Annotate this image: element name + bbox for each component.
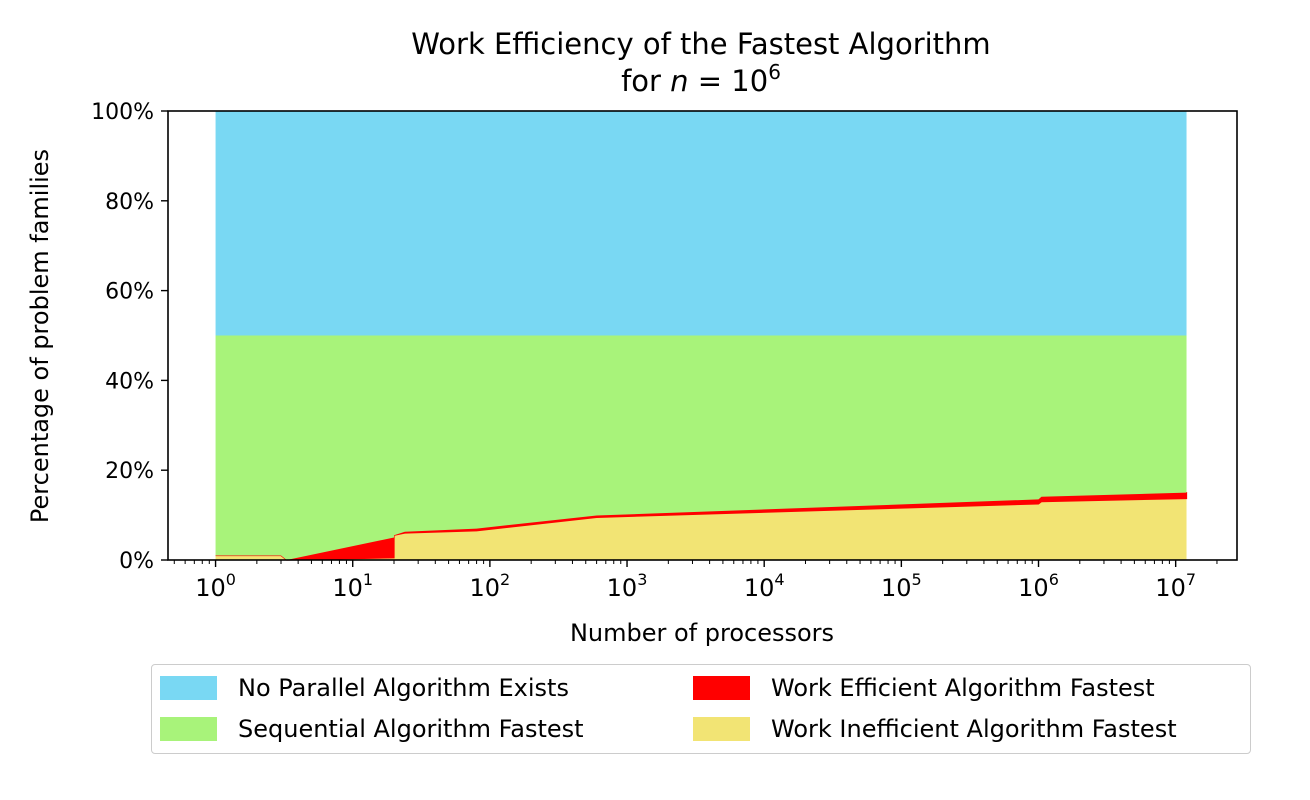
plot-areas [215, 111, 1188, 561]
area-sequential-algorithm-fastest [215, 335, 1187, 560]
x-tick-label: 106 [1018, 570, 1059, 602]
area-work-inefficient-algorithm-fastest [215, 498, 1187, 560]
y-axis-label: Percentage of problem families [26, 149, 54, 523]
x-tick-label: 101 [332, 570, 373, 602]
y-tick-label: 0% [119, 549, 154, 574]
legend-swatch-sequential [160, 717, 217, 741]
title-eq: = 10 [689, 64, 769, 98]
legend-item-sequential: Sequential Algorithm Fastest [160, 715, 584, 743]
legend-label: Work Efficient Algorithm Fastest [771, 674, 1155, 702]
title-var: n [670, 64, 688, 98]
x-tick-label: 102 [470, 570, 511, 602]
title-prefix: for [621, 64, 670, 98]
legend-label: Work Inefficient Algorithm Fastest [771, 715, 1177, 743]
legend-swatch-work-inefficient [693, 717, 750, 741]
y-tick-label: 40% [105, 369, 154, 394]
legend-label: Sequential Algorithm Fastest [238, 715, 584, 743]
x-tick-label: 104 [744, 570, 785, 602]
chart-title: Work Efficiency of the Fastest Algorithm… [411, 27, 990, 98]
legend-label: No Parallel Algorithm Exists [238, 674, 569, 702]
area-no-parallel-algorithm-exists [215, 111, 1187, 336]
legend-item-work-efficient: Work Efficient Algorithm Fastest [693, 674, 1155, 702]
y-tick-label: 80% [105, 190, 154, 215]
x-tick-label: 103 [607, 570, 648, 602]
x-axis: 100 101 102 103 104 105 106 107 [173, 560, 1218, 602]
y-tick-label: 100% [91, 100, 154, 125]
x-tick-label: 107 [1155, 570, 1196, 602]
title-exp: 6 [768, 60, 781, 84]
legend-swatch-work-efficient [693, 676, 750, 700]
legend: No Parallel Algorithm Exists Sequential … [151, 664, 1251, 754]
y-axis: 0% 20% 40% 60% 80% 100% [91, 100, 168, 574]
chart-title-line2: for n = 106 [621, 60, 781, 98]
chart-title-line1: Work Efficiency of the Fastest Algorithm [411, 27, 990, 61]
x-axis-label: Number of processors [570, 619, 834, 647]
x-tick-label: 100 [195, 570, 236, 602]
legend-swatch-no-parallel [160, 676, 217, 700]
y-tick-label: 20% [105, 459, 154, 484]
legend-item-work-inefficient: Work Inefficient Algorithm Fastest [693, 715, 1177, 743]
plot-frame [167, 110, 1238, 561]
x-tick-label: 105 [881, 570, 922, 602]
legend-item-no-parallel: No Parallel Algorithm Exists [160, 674, 569, 702]
y-tick-label: 60% [105, 280, 154, 305]
